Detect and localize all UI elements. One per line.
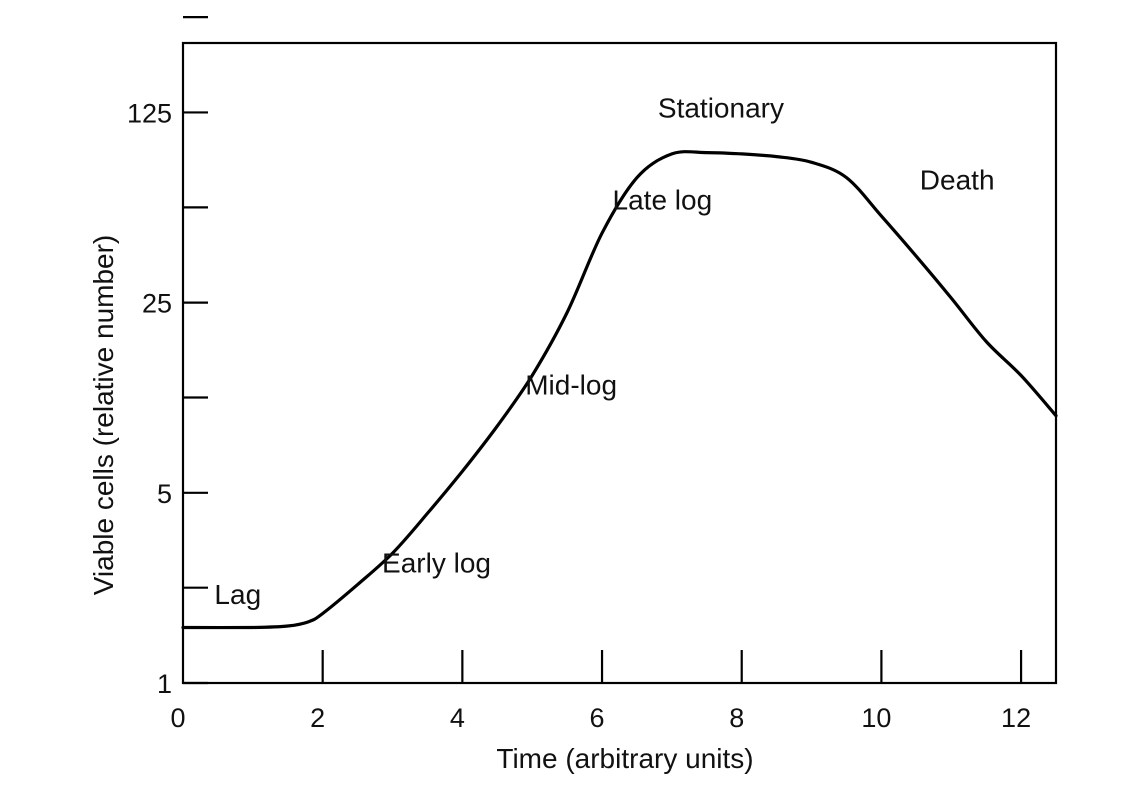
x-axis-title: Time (arbitrary units) — [496, 743, 753, 774]
x-tick-label: 0 — [170, 703, 185, 733]
y-tick-label: 125 — [127, 98, 172, 128]
y-axis-title: Viable cells (relative number) — [88, 235, 119, 596]
x-tick-label: 8 — [729, 703, 744, 733]
phase-label: Mid-log — [525, 369, 617, 400]
phase-label: Lag — [214, 579, 261, 610]
phase-label: Stationary — [658, 92, 784, 123]
x-tick-label: 12 — [1001, 703, 1031, 733]
growth-curve-line — [181, 150, 1058, 630]
x-tick-label: 6 — [590, 703, 605, 733]
y-tick-label: 1 — [157, 669, 172, 699]
y-tick-label: 25 — [142, 289, 172, 319]
phase-label: Death — [920, 165, 995, 196]
phase-label: Early log — [382, 547, 491, 578]
x-tick-label: 10 — [861, 703, 891, 733]
y-tick-label: 5 — [157, 479, 172, 509]
phase-label: Late log — [613, 184, 713, 215]
x-tick-label: 2 — [310, 703, 325, 733]
x-tick-label: 4 — [450, 703, 465, 733]
plot-frame — [181, 41, 1058, 685]
